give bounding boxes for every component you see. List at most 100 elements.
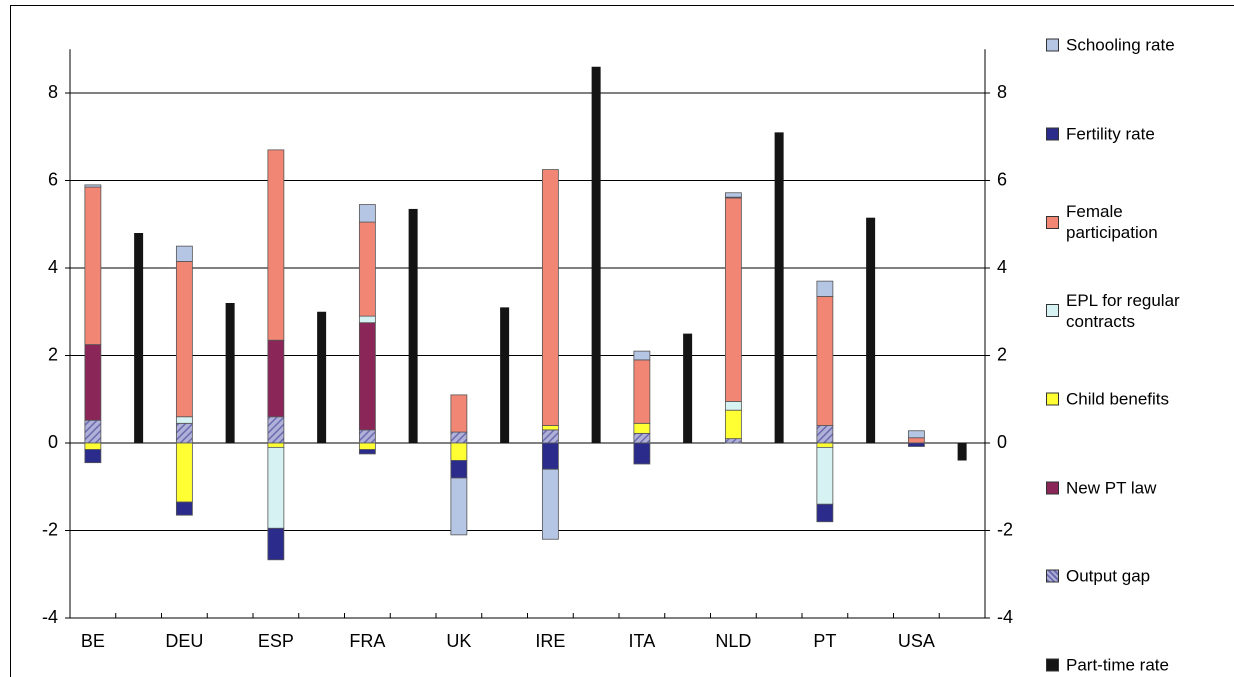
- y2-tick-label: 8: [997, 82, 1007, 102]
- x-tick-label: ESP: [258, 631, 294, 651]
- bar-segment: [84, 344, 102, 421]
- bar-segment: [358, 322, 376, 431]
- bar-segment: [866, 217, 876, 443]
- bar-segment: [175, 261, 193, 418]
- bar-segment: [267, 446, 285, 529]
- bar-segment: [358, 204, 376, 223]
- x-tick-label: NLD: [715, 631, 751, 651]
- y-tick-label: 8: [48, 82, 58, 102]
- bar-segment: [134, 233, 144, 443]
- legend-label: Part-time rate: [1066, 655, 1169, 674]
- legend-swatch: [1046, 658, 1059, 671]
- bar-segment: [724, 438, 742, 444]
- legend-label: Schooling rate: [1066, 35, 1175, 55]
- bar-segment: [724, 401, 742, 411]
- bar-segment: [408, 208, 418, 443]
- legend-item: Child benefits: [1046, 389, 1196, 410]
- bar-segment: [633, 432, 651, 444]
- bar-segment: [450, 394, 468, 433]
- bar-segment: [633, 350, 651, 361]
- bar-segment: [267, 442, 285, 448]
- x-tick-label: IRE: [535, 631, 565, 651]
- bar-segment: [633, 359, 651, 424]
- bar-segment: [724, 409, 742, 440]
- bar-segment: [358, 449, 376, 455]
- bar-segment: [450, 442, 468, 461]
- bar-segment: [774, 132, 784, 443]
- bar-segment: [907, 437, 925, 444]
- x-tick-label: BE: [81, 631, 105, 651]
- bar-segment: [816, 425, 834, 444]
- bar-segment: [317, 311, 327, 443]
- legend-item: New PT law: [1046, 477, 1196, 498]
- bar-segment: [541, 429, 559, 444]
- bar-segment: [724, 192, 742, 198]
- bar-segment: [541, 169, 559, 426]
- y2-tick-label: 0: [997, 432, 1007, 452]
- bar-segment: [816, 503, 834, 523]
- bar-segment: [633, 442, 651, 465]
- bar-segment: [358, 429, 376, 444]
- bar-segment: [724, 197, 742, 402]
- legend-item: Fertility rate: [1046, 123, 1196, 144]
- legend-swatch: [1046, 569, 1059, 583]
- frame: [10, 5, 1234, 677]
- bar-segment: [450, 460, 468, 479]
- bar-segment: [541, 442, 559, 470]
- x-tick-label: UK: [446, 631, 471, 651]
- bar-segment: [450, 431, 468, 444]
- bar-segment: [175, 245, 193, 262]
- legend-swatch: [1046, 38, 1059, 52]
- bar-segment: [267, 339, 285, 418]
- y2-tick-label: 4: [997, 257, 1007, 277]
- legend-item: Female participation: [1046, 201, 1196, 243]
- legend-label: Child benefits: [1066, 389, 1170, 409]
- bar-segment: [267, 149, 285, 341]
- y-tick-label: -4: [42, 607, 58, 627]
- bar-segment: [907, 442, 925, 447]
- bar-segment: [816, 446, 834, 505]
- bar-segment: [175, 422, 193, 444]
- bar-segment: [633, 422, 651, 434]
- y2-tick-label: 6: [997, 169, 1007, 189]
- y2-tick-label: -2: [997, 519, 1013, 539]
- legend-swatch: [1046, 127, 1059, 140]
- bar-segment: [683, 333, 693, 443]
- bar-segment: [358, 315, 376, 324]
- legend-swatch: [1046, 304, 1059, 317]
- bar-segment: [267, 527, 285, 561]
- legend-swatch: [1046, 481, 1059, 494]
- legend-item: Part-time rate: [1046, 654, 1196, 675]
- legend-label: Fertility rate: [1066, 124, 1155, 143]
- bar-segment: [84, 419, 102, 444]
- y-tick-label: -2: [42, 519, 58, 539]
- bar-segment: [591, 66, 601, 443]
- y2-tick-label: 2: [997, 344, 1007, 364]
- x-tick-label: USA: [898, 631, 935, 651]
- bar-segment: [541, 468, 559, 540]
- bar-segment: [816, 296, 834, 426]
- legend-item: EPL for regular contracts: [1046, 290, 1196, 332]
- bar-segment: [816, 280, 834, 297]
- bar-segment: [358, 442, 376, 450]
- legend-label: Female participation: [1066, 202, 1158, 242]
- bar-segment: [267, 416, 285, 444]
- legend-item: Output gap: [1046, 566, 1196, 587]
- bar-segment: [358, 221, 376, 317]
- y-tick-label: 6: [48, 169, 58, 189]
- x-tick-label: ITA: [629, 631, 656, 651]
- bar-segment: [225, 303, 235, 443]
- legend-label: New PT law: [1066, 478, 1157, 497]
- legend-item: Schooling rate: [1046, 35, 1196, 56]
- bar-segment: [816, 442, 834, 448]
- bar-segment: [84, 442, 102, 450]
- bar-segment: [957, 443, 967, 461]
- x-tick-label: FRA: [349, 631, 385, 651]
- legend-label: Output gap: [1066, 566, 1151, 586]
- legend: Schooling rate Fertility rate Female parti…: [1046, 0, 1234, 677]
- y-tick-label: 2: [48, 344, 58, 364]
- legend-label: EPL for regular contracts: [1066, 290, 1180, 331]
- x-tick-label: PT: [813, 631, 836, 651]
